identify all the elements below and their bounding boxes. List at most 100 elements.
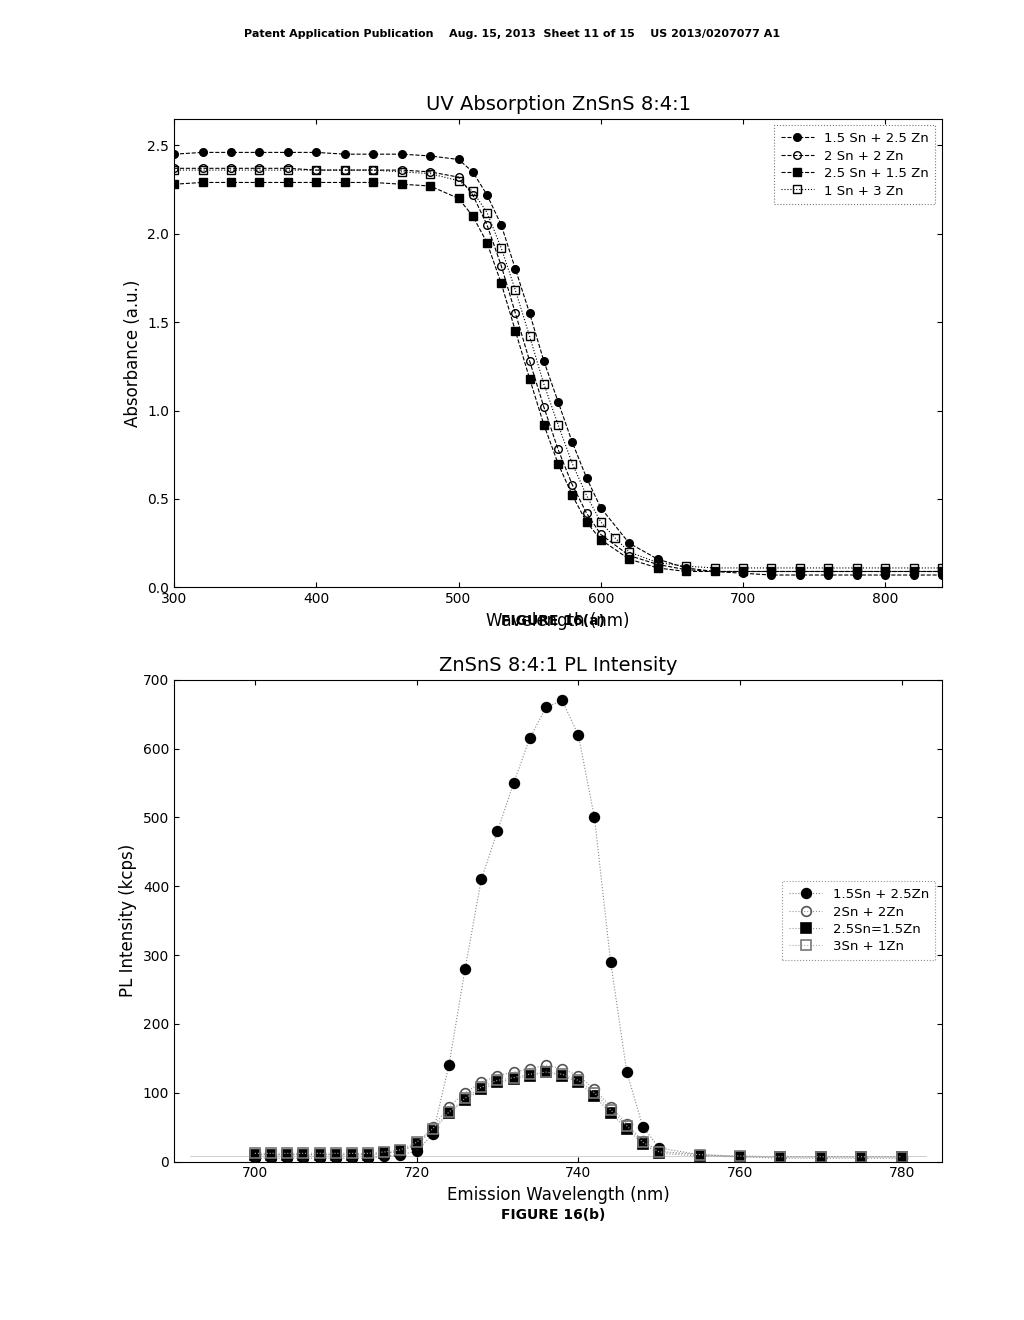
- 1 Sn + 3 Zn: [737, 560, 750, 576]
- 2 Sn + 2 Zn: [339, 162, 351, 178]
- 2.5 Sn + 1.5 Zn: [523, 371, 536, 387]
- 2.5Sn=1.5Zn: [475, 1081, 487, 1097]
- 1.5Sn + 2.5Zn: [540, 700, 552, 715]
- 1.5Sn + 2.5Zn: [459, 961, 471, 977]
- 3Sn + 1Zn: [459, 1090, 471, 1106]
- 3Sn + 1Zn: [346, 1146, 358, 1162]
- 2Sn + 2Zn: [459, 1085, 471, 1101]
- 2.5Sn=1.5Zn: [604, 1106, 616, 1122]
- Line: 1.5 Sn + 2.5 Zn: 1.5 Sn + 2.5 Zn: [170, 149, 946, 579]
- 1 Sn + 3 Zn: [794, 560, 806, 576]
- 1 Sn + 3 Zn: [310, 162, 323, 178]
- 1 Sn + 3 Zn: [595, 513, 607, 529]
- 3Sn + 1Zn: [297, 1146, 309, 1162]
- Text: FIGURE 16(a): FIGURE 16(a): [501, 614, 605, 628]
- 2 Sn + 2 Zn: [310, 162, 323, 178]
- 2Sn + 2Zn: [774, 1148, 786, 1164]
- 3Sn + 1Zn: [378, 1144, 390, 1160]
- 2.5Sn=1.5Zn: [249, 1147, 261, 1163]
- 1 Sn + 3 Zn: [339, 162, 351, 178]
- 2.5 Sn + 1.5 Zn: [737, 564, 750, 579]
- 2.5Sn=1.5Zn: [394, 1143, 407, 1159]
- 2Sn + 2Zn: [442, 1098, 455, 1114]
- 3Sn + 1Zn: [572, 1072, 585, 1088]
- 3Sn + 1Zn: [653, 1144, 666, 1160]
- 2.5Sn=1.5Zn: [297, 1147, 309, 1163]
- 1 Sn + 3 Zn: [395, 164, 408, 180]
- 2.5Sn=1.5Zn: [572, 1074, 585, 1090]
- 2Sn + 2Zn: [411, 1137, 423, 1152]
- 1.5 Sn + 2.5 Zn: [822, 568, 835, 583]
- 1.5 Sn + 2.5 Zn: [651, 552, 664, 568]
- 2Sn + 2Zn: [394, 1143, 407, 1159]
- 1.5 Sn + 2.5 Zn: [481, 187, 494, 203]
- 2Sn + 2Zn: [346, 1147, 358, 1163]
- Line: 1.5Sn + 2.5Zn: 1.5Sn + 2.5Zn: [250, 696, 906, 1163]
- 1.5Sn + 2.5Zn: [378, 1148, 390, 1164]
- 1.5 Sn + 2.5 Zn: [339, 147, 351, 162]
- 3Sn + 1Zn: [774, 1148, 786, 1164]
- 2.5 Sn + 1.5 Zn: [367, 174, 379, 190]
- 2 Sn + 2 Zn: [737, 564, 750, 579]
- 1 Sn + 3 Zn: [282, 162, 294, 178]
- Legend: 1.5Sn + 2.5Zn, 2Sn + 2Zn, 2.5Sn=1.5Zn, 3Sn + 1Zn: 1.5Sn + 2.5Zn, 2Sn + 2Zn, 2.5Sn=1.5Zn, 3…: [782, 882, 936, 960]
- 3Sn + 1Zn: [693, 1147, 706, 1163]
- 1 Sn + 3 Zn: [197, 162, 209, 178]
- 1.5 Sn + 2.5 Zn: [367, 147, 379, 162]
- 1.5Sn + 2.5Zn: [508, 775, 520, 791]
- 2.5 Sn + 1.5 Zn: [879, 564, 891, 579]
- 2Sn + 2Zn: [693, 1147, 706, 1163]
- 2 Sn + 2 Zn: [197, 161, 209, 177]
- 2.5Sn=1.5Zn: [734, 1148, 746, 1164]
- Legend: 1.5 Sn + 2.5 Zn, 2 Sn + 2 Zn, 2.5 Sn + 1.5 Zn, 1 Sn + 3 Zn: 1.5 Sn + 2.5 Zn, 2 Sn + 2 Zn, 2.5 Sn + 1…: [774, 125, 936, 205]
- 1 Sn + 3 Zn: [523, 329, 536, 345]
- 2.5 Sn + 1.5 Zn: [595, 532, 607, 548]
- 2 Sn + 2 Zn: [395, 162, 408, 178]
- 2 Sn + 2 Zn: [523, 354, 536, 370]
- 2.5Sn=1.5Zn: [411, 1137, 423, 1152]
- 2.5Sn=1.5Zn: [508, 1071, 520, 1086]
- 2Sn + 2Zn: [653, 1143, 666, 1159]
- 1 Sn + 3 Zn: [765, 560, 777, 576]
- 1.5 Sn + 2.5 Zn: [794, 568, 806, 583]
- 1 Sn + 3 Zn: [623, 544, 635, 560]
- 1.5 Sn + 2.5 Zn: [310, 144, 323, 160]
- 1.5Sn + 2.5Zn: [637, 1119, 649, 1135]
- 1 Sn + 3 Zn: [822, 560, 835, 576]
- 2.5Sn=1.5Zn: [313, 1147, 326, 1163]
- 2.5 Sn + 1.5 Zn: [566, 487, 579, 503]
- Line: 2.5 Sn + 1.5 Zn: 2.5 Sn + 1.5 Zn: [170, 178, 946, 576]
- 1 Sn + 3 Zn: [509, 282, 521, 298]
- 2 Sn + 2 Zn: [879, 564, 891, 579]
- 3Sn + 1Zn: [815, 1148, 827, 1164]
- 2 Sn + 2 Zn: [651, 557, 664, 573]
- 2 Sn + 2 Zn: [595, 527, 607, 543]
- 1.5Sn + 2.5Zn: [427, 1126, 439, 1142]
- 3Sn + 1Zn: [282, 1146, 294, 1162]
- Text: FIGURE 16(b): FIGURE 16(b): [501, 1208, 605, 1222]
- 2.5Sn=1.5Zn: [855, 1148, 867, 1164]
- 2 Sn + 2 Zn: [794, 564, 806, 579]
- 2.5Sn=1.5Zn: [427, 1123, 439, 1139]
- 2Sn + 2Zn: [265, 1147, 278, 1163]
- 2Sn + 2Zn: [313, 1147, 326, 1163]
- 1.5 Sn + 2.5 Zn: [168, 147, 180, 162]
- 2Sn + 2Zn: [427, 1119, 439, 1135]
- 1.5Sn + 2.5Zn: [313, 1150, 326, 1166]
- 1.5 Sn + 2.5 Zn: [197, 144, 209, 160]
- 2.5 Sn + 1.5 Zn: [680, 564, 692, 579]
- 2 Sn + 2 Zn: [822, 564, 835, 579]
- 2.5 Sn + 1.5 Zn: [495, 276, 507, 292]
- 1 Sn + 3 Zn: [936, 560, 948, 576]
- 2.5Sn=1.5Zn: [523, 1068, 536, 1084]
- 2Sn + 2Zn: [361, 1147, 374, 1163]
- 2Sn + 2Zn: [734, 1148, 746, 1164]
- 2.5 Sn + 1.5 Zn: [310, 174, 323, 190]
- 3Sn + 1Zn: [523, 1067, 536, 1082]
- 2.5 Sn + 1.5 Zn: [453, 190, 465, 206]
- 2.5 Sn + 1.5 Zn: [851, 564, 863, 579]
- 3Sn + 1Zn: [556, 1067, 568, 1082]
- 2 Sn + 2 Zn: [552, 442, 564, 458]
- 2Sn + 2Zn: [508, 1064, 520, 1080]
- 1 Sn + 3 Zn: [453, 173, 465, 189]
